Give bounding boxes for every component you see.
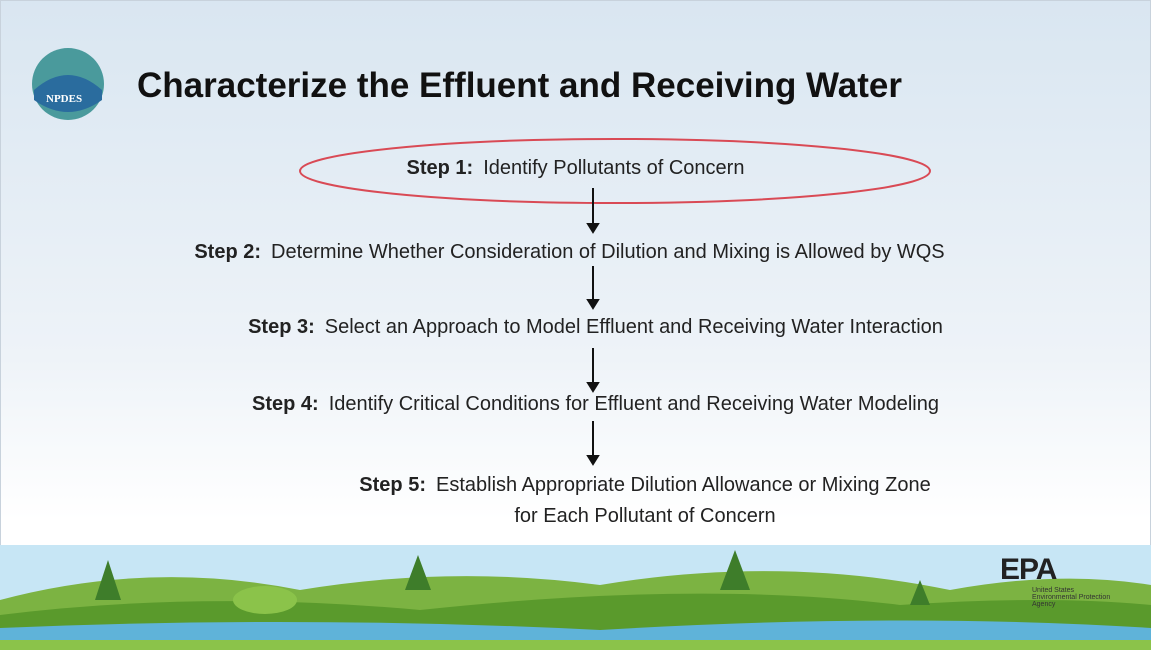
step-text: Identify Critical Conditions for Effluen…	[328, 393, 939, 415]
landscape	[0, 545, 1151, 650]
step-text: Select an Approach to Model Effluent and…	[324, 316, 943, 338]
step: Step 3: Select an Approach to Model Efflu…	[20, 316, 1151, 339]
step-label: Step 1:	[406, 157, 474, 179]
step-label: Step 2:	[194, 241, 262, 263]
step: Step 4: Identify Critical Conditions for …	[20, 393, 1151, 416]
step-label: Step 4:	[252, 393, 319, 415]
step-text: Establish Appropriate Dilution Allowance…	[435, 474, 931, 527]
step-text: Determine Whether Consideration of Dilut…	[271, 241, 945, 263]
logo-wave	[34, 75, 102, 112]
slide-title: Characterize the Effluent and Receiving …	[137, 66, 902, 105]
epa-line: Environmental Protection	[1032, 594, 1111, 601]
step-label: Step 3:	[248, 316, 315, 338]
arrows	[586, 188, 600, 466]
step: Step 5: Establish Appropriate Dilution Al…	[345, 470, 945, 532]
epa-name: EPA	[1000, 553, 1057, 586]
epa-logo: EPA United States Environmental Protecti…	[1000, 553, 1110, 608]
logo-text: NPDES	[46, 93, 83, 105]
step: Step 1: Identify Pollutants of Concern	[0, 157, 1151, 180]
step-text: Identify Pollutants of Concern	[483, 157, 745, 179]
epa-line: Agency	[1032, 601, 1056, 608]
highlight-ellipse	[299, 138, 931, 204]
step-label: Step 5:	[359, 474, 426, 496]
epa-line: United States	[1032, 587, 1075, 594]
step: Step 2: Determine Whether Consideration o…	[0, 241, 1145, 264]
